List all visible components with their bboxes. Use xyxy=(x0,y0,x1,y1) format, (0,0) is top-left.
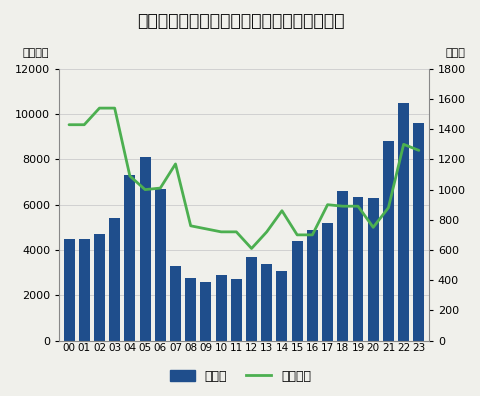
Bar xyxy=(139,157,150,341)
Bar xyxy=(185,278,196,341)
Bar xyxy=(261,264,272,341)
Bar xyxy=(397,103,408,341)
Bar xyxy=(291,241,302,341)
Legend: 輸入量, キロ単価: 輸入量, キロ単価 xyxy=(165,365,315,388)
Bar xyxy=(336,191,348,341)
Bar xyxy=(322,223,332,341)
Bar xyxy=(79,239,90,341)
Text: 中古の衣料その他の物品の輸入量とキロ単価: 中古の衣料その他の物品の輸入量とキロ単価 xyxy=(136,12,344,30)
Bar xyxy=(94,234,105,341)
Bar xyxy=(276,272,287,341)
Bar xyxy=(352,197,363,341)
Bar xyxy=(169,266,180,341)
Bar xyxy=(155,189,166,341)
Bar xyxy=(412,123,423,341)
Bar xyxy=(367,198,378,341)
Bar xyxy=(109,218,120,341)
Bar xyxy=(63,239,74,341)
Bar xyxy=(306,230,317,341)
Bar xyxy=(200,282,211,341)
Bar xyxy=(215,275,226,341)
Text: （円）: （円） xyxy=(445,48,465,58)
Bar xyxy=(382,141,393,341)
Bar xyxy=(230,280,241,341)
Bar xyxy=(124,175,135,341)
Text: （トン）: （トン） xyxy=(22,48,48,58)
Bar xyxy=(246,257,256,341)
